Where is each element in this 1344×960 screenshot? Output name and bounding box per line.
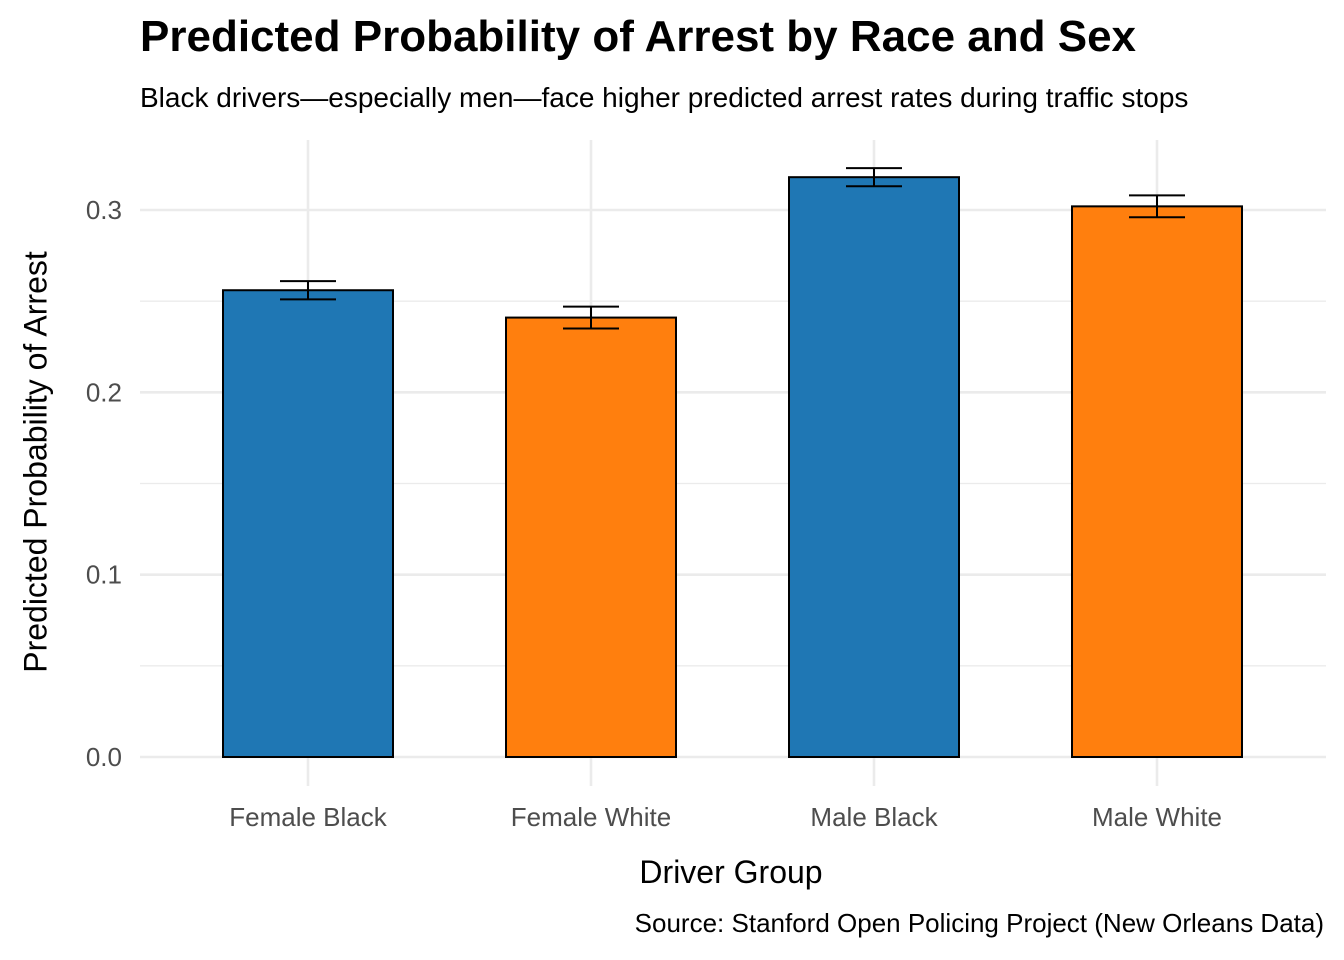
x-tick-label: Male Black [810, 802, 938, 832]
bars [222, 176, 1243, 758]
bar [222, 289, 394, 758]
y-tick-labels: 0.0 0.1 0.2 0.3 [86, 195, 122, 772]
source-caption: Source: Stanford Open Policing Project (… [634, 908, 1324, 938]
y-tick-label: 0.3 [86, 195, 122, 225]
chart-title: Predicted Probability of Arrest by Race … [140, 12, 1137, 61]
y-tick-label: 0.1 [86, 560, 122, 590]
x-axis-label: Driver Group [639, 854, 823, 890]
bar [788, 176, 960, 758]
y-axis-label: Predicted Probability of Arrest [17, 251, 54, 673]
y-tick-label: 0.2 [86, 377, 122, 407]
x-tick-label: Female White [511, 802, 671, 832]
x-tick-labels: Female Black Female White Male Black Male W… [229, 802, 1222, 832]
bar [1071, 205, 1243, 758]
error-bars [280, 167, 1185, 330]
bar [505, 316, 677, 758]
x-tick-label: Female Black [229, 802, 387, 832]
x-tick-label: Male White [1092, 802, 1222, 832]
y-tick-label: 0.0 [86, 742, 122, 772]
chart-subtitle: Black drivers—especially men—face higher… [140, 82, 1189, 113]
